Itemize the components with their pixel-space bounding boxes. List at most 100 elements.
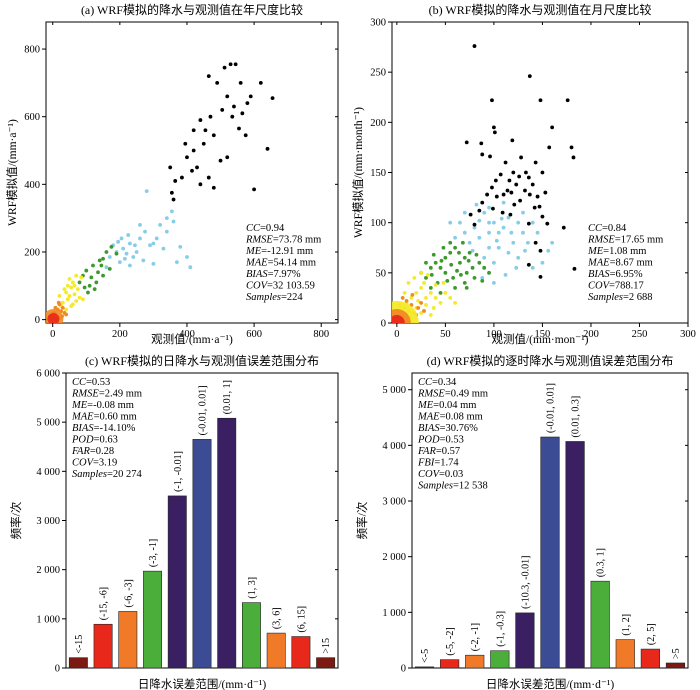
scatter-point <box>89 275 94 280</box>
scatter-point <box>431 252 436 257</box>
stat-line: COV=32 103.59 <box>246 281 315 292</box>
scatter-point <box>448 296 453 300</box>
bar <box>414 666 435 669</box>
stat-line: BIAS=7.97% <box>246 269 301 280</box>
scatter-point <box>56 300 61 305</box>
scatter-point <box>453 301 457 305</box>
stat-line: FAR=0.28 <box>71 446 114 457</box>
y-axis-label: WRF模拟值/(mm·month⁻¹) <box>351 107 365 238</box>
scatter-point <box>126 233 131 237</box>
scatter-point <box>537 204 542 209</box>
scatter-point <box>104 265 109 270</box>
y-tick-label: 200 <box>370 118 386 129</box>
scatter-point <box>220 108 225 112</box>
scatter-point <box>466 258 471 263</box>
bar-category-label: (-15, -6] <box>99 587 110 620</box>
scatter-point <box>134 250 139 254</box>
scatter-point <box>410 293 415 297</box>
scatter-point <box>441 280 446 285</box>
scatter-point <box>238 80 243 85</box>
scatter-point <box>468 212 473 217</box>
scatter-point <box>455 268 459 273</box>
scatter-point <box>532 205 537 210</box>
scatter-point <box>496 245 501 250</box>
scatter-point <box>479 141 484 146</box>
scatter-point <box>180 175 184 180</box>
y-tick-label: 3 000 <box>382 497 406 508</box>
scatter-point <box>265 146 270 151</box>
scatter-point <box>498 172 503 177</box>
scatter-point <box>419 311 424 315</box>
x-tick-label: 600 <box>246 329 262 340</box>
scatter-point <box>503 160 508 165</box>
bar <box>167 495 187 669</box>
scatter-point <box>151 261 156 266</box>
scatter-point <box>67 294 72 298</box>
scatter-point <box>491 206 495 211</box>
scatter-point <box>414 291 419 295</box>
scatter-point <box>445 278 450 283</box>
scatter-point <box>243 133 248 138</box>
scatter-point <box>203 128 208 133</box>
scatter-point <box>206 175 211 180</box>
scatter-point <box>538 248 543 253</box>
scatter-point <box>453 285 457 290</box>
scatter-point <box>426 272 430 277</box>
bar <box>565 441 585 669</box>
scatter-point <box>482 265 487 270</box>
scatter-point <box>487 205 491 210</box>
bar-category-label: (-5, -2] <box>445 627 456 655</box>
scatter-point <box>65 283 70 288</box>
x-tick-label: 150 <box>535 329 551 340</box>
scatter-point <box>406 280 411 285</box>
scatter-point <box>91 263 95 268</box>
y-tick-label: 1 000 <box>36 614 60 625</box>
scatter-point <box>438 265 443 270</box>
y-axis-label: WRF模拟值/(mm·a⁻¹) <box>5 119 19 226</box>
scatter-point <box>248 94 253 99</box>
panel-b: (b) WRF模拟的降水与观测值在月尺度比较 0 50 100 150 200 250 300… <box>351 2 696 346</box>
scatter-point <box>474 202 479 207</box>
scatter-point <box>64 290 69 295</box>
scatter-point <box>533 160 538 165</box>
scatter-point <box>168 165 173 170</box>
bar <box>440 659 460 669</box>
scatter-point <box>433 260 438 265</box>
y-tick-label: 3 000 <box>36 516 60 527</box>
scatter-point <box>164 229 169 234</box>
scatter-point <box>453 245 457 250</box>
scatter-point <box>169 209 174 214</box>
bar-category-label: (-1, -0.3] <box>495 611 506 647</box>
scatter-point <box>211 185 216 190</box>
scatter-point <box>443 255 448 260</box>
scatter-point <box>507 178 512 183</box>
bar-category-label: (0.01, 1] <box>222 380 233 414</box>
scatter-point <box>493 178 498 183</box>
scatter-point <box>67 277 72 281</box>
scatter-points <box>392 44 577 323</box>
scatter-point <box>416 306 421 310</box>
scatter-point <box>530 182 535 187</box>
stat-line: BIAS=30.76% <box>418 423 478 434</box>
scatter-point <box>228 62 233 67</box>
scatter-point <box>485 192 490 197</box>
scatter-point <box>487 245 491 250</box>
scatter-point <box>154 236 159 241</box>
bar-category-label: (0.01, 0.3] <box>571 396 582 438</box>
scatter-point <box>82 285 87 290</box>
scatter-point <box>550 125 555 130</box>
scatter-point <box>133 243 137 248</box>
bar-category-label: <-5 <box>420 649 431 663</box>
scatter-point <box>206 74 211 79</box>
stat-line: RMSE=73.78 mm <box>245 235 321 246</box>
scatter-point <box>443 270 448 275</box>
scatter-point <box>477 208 482 213</box>
scatter-point <box>505 188 510 193</box>
scatter-point <box>467 240 472 245</box>
scatter-point <box>65 297 70 302</box>
stat-line: Samples=12 538 <box>418 481 488 492</box>
bar <box>68 657 88 669</box>
stat-line: RMSE=0.49 mm <box>417 389 488 400</box>
panel-a: (a) WRF模拟的降水与观测值在年尺度比较 0 200 400 600 800 WRF模拟… <box>5 2 339 346</box>
scatter-point <box>92 287 97 292</box>
